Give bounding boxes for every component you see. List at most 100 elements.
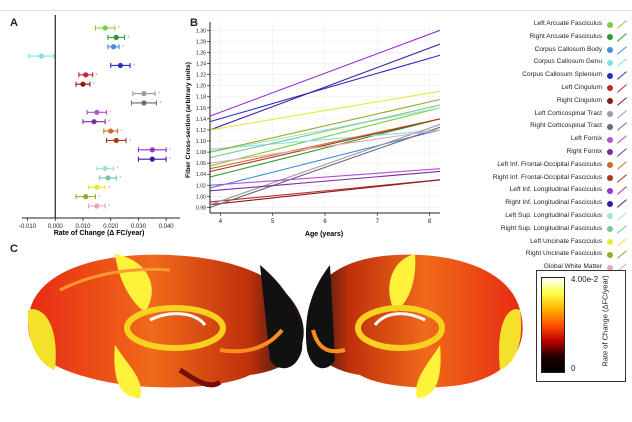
panel-a-point bbox=[94, 109, 100, 115]
legend-item-label: Right Uncinate Fasciculus bbox=[525, 250, 602, 258]
panel-a-significance-marker: * bbox=[121, 129, 123, 135]
panel-b-series-line bbox=[209, 90, 441, 131]
panel-a-significance-marker: * bbox=[116, 167, 118, 173]
colorbar-min-label: 0 bbox=[571, 364, 576, 373]
panel-a-point bbox=[102, 25, 108, 31]
legend-line-icon bbox=[617, 20, 627, 29]
legend-point-icon bbox=[607, 59, 613, 66]
legend-point-icon bbox=[607, 149, 613, 156]
panel-b-y-tick-label: 1.18 bbox=[196, 95, 206, 101]
left-hemisphere-tractography-image bbox=[27, 254, 304, 398]
panel-b-y-tick-label: 1.20 bbox=[196, 84, 206, 90]
panel-b-x-axis-label: Age (years) bbox=[305, 231, 343, 238]
legend-item: Left Sup. Longitudinal Fasciculus bbox=[446, 210, 630, 223]
colorbar-title: Rate of Change (ΔFC/year) bbox=[600, 275, 610, 367]
panel-a-x-axis-label: Rate of Change (Δ FC/year) bbox=[54, 230, 145, 237]
panel-b-series-line bbox=[209, 107, 441, 167]
panel-a-significance-marker: * bbox=[158, 92, 160, 98]
panel-b-y-tick-label: 1.22 bbox=[196, 73, 206, 79]
legend-item: Right Inf. Frontal-Occipital Fasciculus bbox=[446, 172, 630, 185]
legend-line-icon bbox=[617, 33, 627, 42]
legend-item-label: Left Inf. Frontal-Occipital Fasciculus bbox=[497, 160, 602, 168]
panel-label-c: C bbox=[10, 243, 18, 255]
panel-a-point bbox=[38, 53, 45, 59]
panel-a-point bbox=[91, 119, 97, 125]
legend-item-label: Left Corticospinal Tract bbox=[534, 109, 602, 117]
panel-b-x-tick-label: 5 bbox=[271, 219, 275, 225]
panel-b-y-tick-label: 1.16 bbox=[196, 106, 206, 112]
legend-item-label: Left Cingulum bbox=[561, 83, 602, 91]
panel-a-point bbox=[94, 203, 100, 209]
legend-line-icon bbox=[617, 199, 627, 209]
panel-b-y-tick-label: 0.98 bbox=[196, 205, 206, 211]
panel-b-x-tick-label: 6 bbox=[323, 219, 327, 225]
legend-point-icon bbox=[607, 226, 613, 233]
legend-item: Left Arcuate Fasciculus bbox=[446, 18, 630, 31]
panel-a-point bbox=[94, 184, 100, 190]
panel-b-y-tick-label: 1.28 bbox=[196, 39, 206, 45]
panel-a-significance-marker: * bbox=[108, 185, 110, 191]
legend-point-icon bbox=[607, 98, 613, 105]
legend-line-icon bbox=[617, 161, 627, 170]
legend-item: Corpus Callosum Splenium bbox=[446, 69, 630, 82]
panel-b-line-plot: 0.98 1.00 1.02 1.04 1.06 1.08 1.10 1.12 1.14 1.16… bbox=[185, 22, 441, 238]
panel-a-point bbox=[110, 44, 117, 50]
panel-b-series-line bbox=[209, 54, 441, 123]
legend-point-icon bbox=[607, 239, 613, 246]
legend-item-label: Right Arcuate Fasciculus bbox=[529, 32, 602, 40]
panel-b-y-axis-label: Fiber Cross-section (arbitrary units) bbox=[185, 62, 192, 178]
panel-a-significance-marker: * bbox=[159, 101, 161, 107]
legend-item: Left Fornix bbox=[446, 133, 630, 146]
panel-b-y-tick-label: 1.02 bbox=[196, 183, 206, 189]
legend-point-icon bbox=[607, 34, 613, 41]
panel-b-series-line bbox=[209, 118, 441, 173]
panel-a-significance-marker: * bbox=[98, 195, 100, 201]
panel-a-x-tick-label: 0.040 bbox=[159, 224, 175, 230]
panel-a-significance-marker: * bbox=[93, 82, 95, 88]
legend-item: Global White Matter bbox=[446, 261, 630, 274]
panel-a-significance-marker: * bbox=[122, 45, 124, 51]
legend-point-icon bbox=[607, 251, 613, 258]
panel-a-point bbox=[113, 137, 119, 144]
panel-a-point bbox=[149, 147, 155, 153]
legend-item-label: Right Sup. Longitudinal Fasciculus bbox=[500, 224, 602, 232]
panel-a-x-tick-label: -0.010 bbox=[19, 224, 37, 230]
panel-a-point bbox=[83, 194, 89, 200]
colorbar-gradient bbox=[541, 277, 565, 373]
panel-a-point bbox=[141, 100, 147, 106]
legend-point-icon bbox=[607, 264, 613, 271]
legend-line-icon bbox=[617, 84, 627, 93]
panel-b-y-tick-label: 1.10 bbox=[196, 139, 206, 145]
panel-label-a: A bbox=[10, 17, 18, 29]
legend-point-icon bbox=[607, 47, 613, 54]
legend-item-label: Left Arcuate Fasciculus bbox=[533, 20, 602, 27]
legend-point-icon bbox=[607, 21, 613, 28]
legend-line-icon bbox=[617, 173, 627, 183]
legend-line-icon bbox=[617, 135, 627, 145]
panel-a-point bbox=[83, 72, 89, 78]
panel-a-significance-marker: * bbox=[110, 110, 112, 116]
panel-a-significance-marker: * bbox=[169, 157, 171, 163]
panel-b-x-tick-label: 4 bbox=[219, 219, 223, 225]
legend-point-icon bbox=[607, 72, 613, 79]
panel-b-series-line bbox=[209, 170, 441, 192]
panel-a-significance-marker: * bbox=[118, 26, 120, 32]
panel-b-series-line bbox=[209, 43, 441, 131]
legend-line-icon bbox=[617, 58, 627, 68]
panel-b-series-line bbox=[209, 123, 441, 206]
legend-item: Corpus Callosum Body bbox=[446, 44, 630, 57]
colorbar-max-label: 4.00e-2 bbox=[571, 275, 599, 284]
legend-item-label: Right Corticospinal Tract bbox=[530, 122, 602, 130]
legend-line-icon bbox=[617, 45, 627, 55]
legend-point-icon bbox=[607, 111, 613, 118]
panel-a-significance-marker: * bbox=[108, 204, 110, 210]
legend-item: Right Inf. Longitudinal Fasciculus bbox=[446, 197, 630, 210]
panel-a-x-tick-label: 0.030 bbox=[131, 224, 147, 230]
panel-b-series-line bbox=[209, 118, 441, 178]
legend-item: Left Corticospinal Tract bbox=[446, 108, 630, 121]
legend-line-icon bbox=[617, 148, 627, 157]
panel-b-y-tick-label: 1.06 bbox=[196, 161, 206, 167]
legend-point-icon bbox=[607, 85, 613, 92]
legend-line-icon bbox=[617, 237, 627, 247]
legend-item: Right Corticospinal Tract bbox=[446, 120, 630, 133]
